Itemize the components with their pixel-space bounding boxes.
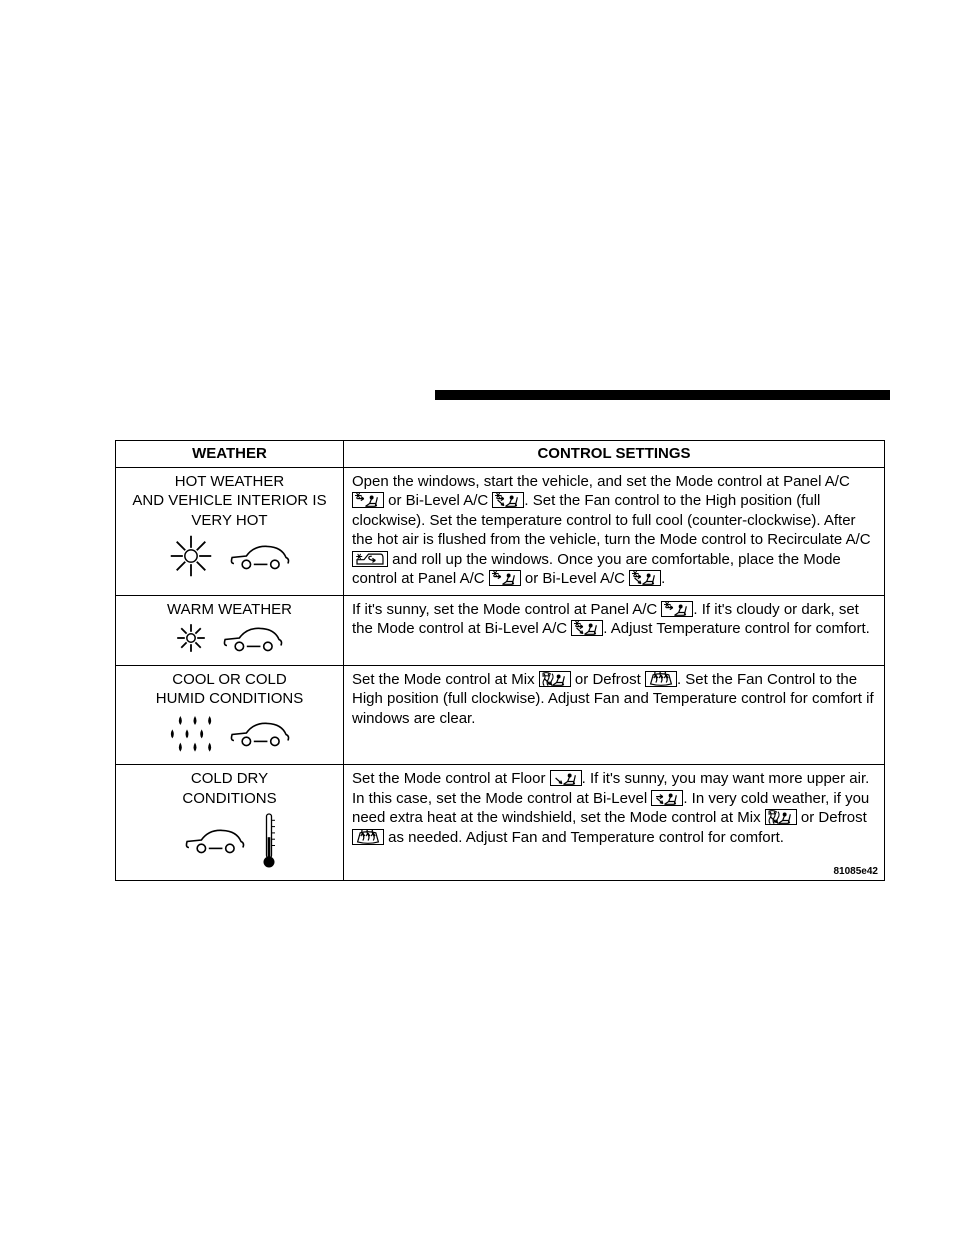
table-row: HOT WEATHERAND VEHICLE INTERIOR ISVERY H…: [116, 467, 885, 595]
bilevel-ac-icon: [571, 620, 603, 636]
weather-cell: COOL OR COLDHUMID CONDITIONS: [116, 665, 344, 765]
weather-label: COOL OR COLDHUMID CONDITIONS: [122, 670, 337, 709]
mix-icon: [539, 671, 571, 687]
header-settings: CONTROL SETTINGS: [344, 441, 885, 468]
weather-cell: COLD DRYCONDITIONS: [116, 765, 344, 881]
weather-label: COLD DRYCONDITIONS: [122, 769, 337, 808]
weather-icon-row: [122, 812, 337, 874]
settings-cell: Set the Mode control at Floor . If it's …: [344, 765, 885, 881]
climate-table: WEATHER CONTROL SETTINGS HOT WEATHERAND …: [115, 440, 885, 881]
sun-large-icon: [169, 534, 213, 584]
weather-icon-row: [122, 623, 337, 659]
weather-icon-row: [122, 713, 337, 759]
weather-label: WARM WEATHER: [122, 600, 337, 620]
recirc-icon: [352, 551, 388, 567]
panel-ac-icon: [489, 570, 521, 586]
weather-cell: HOT WEATHERAND VEHICLE INTERIOR ISVERY H…: [116, 467, 344, 595]
settings-cell: Open the windows, start the vehicle, and…: [344, 467, 885, 595]
table-row: COOL OR COLDHUMID CONDITIONS Set the Mod…: [116, 665, 885, 765]
sun-small-icon: [176, 623, 206, 659]
thermometer-icon: [262, 812, 276, 874]
weather-cell: WARM WEATHER: [116, 595, 344, 665]
weather-label: HOT WEATHERAND VEHICLE INTERIOR ISVERY H…: [122, 472, 337, 531]
car-icon: [184, 825, 246, 861]
defrost-icon: [645, 671, 677, 687]
panel-ac-icon: [661, 601, 693, 617]
table-body: HOT WEATHERAND VEHICLE INTERIOR ISVERY H…: [116, 467, 885, 880]
table-header-row: WEATHER CONTROL SETTINGS: [116, 441, 885, 468]
bilevel-ac-icon: [492, 492, 524, 508]
bilevel-icon: [651, 790, 683, 806]
car-icon: [222, 623, 284, 659]
car-icon: [229, 541, 291, 577]
bilevel-ac-icon: [629, 570, 661, 586]
figure-id: 81085e42: [834, 865, 879, 878]
defrost-icon: [352, 829, 384, 845]
weather-icon-row: [122, 534, 337, 584]
panel-ac-icon: [352, 492, 384, 508]
table-row: WARM WEATHER If it's sunny, set the Mode…: [116, 595, 885, 665]
rain-icon: [169, 713, 213, 759]
settings-cell: If it's sunny, set the Mode control at P…: [344, 595, 885, 665]
header-rule: [435, 390, 890, 400]
table-row: COLD DRYCONDITIONS Set the Mode control …: [116, 765, 885, 881]
settings-cell: Set the Mode control at Mix or Defrost .…: [344, 665, 885, 765]
car-icon: [229, 718, 291, 754]
header-weather: WEATHER: [116, 441, 344, 468]
floor-icon: [550, 770, 582, 786]
mix-icon: [765, 809, 797, 825]
page: WEATHER CONTROL SETTINGS HOT WEATHERAND …: [0, 0, 954, 1235]
